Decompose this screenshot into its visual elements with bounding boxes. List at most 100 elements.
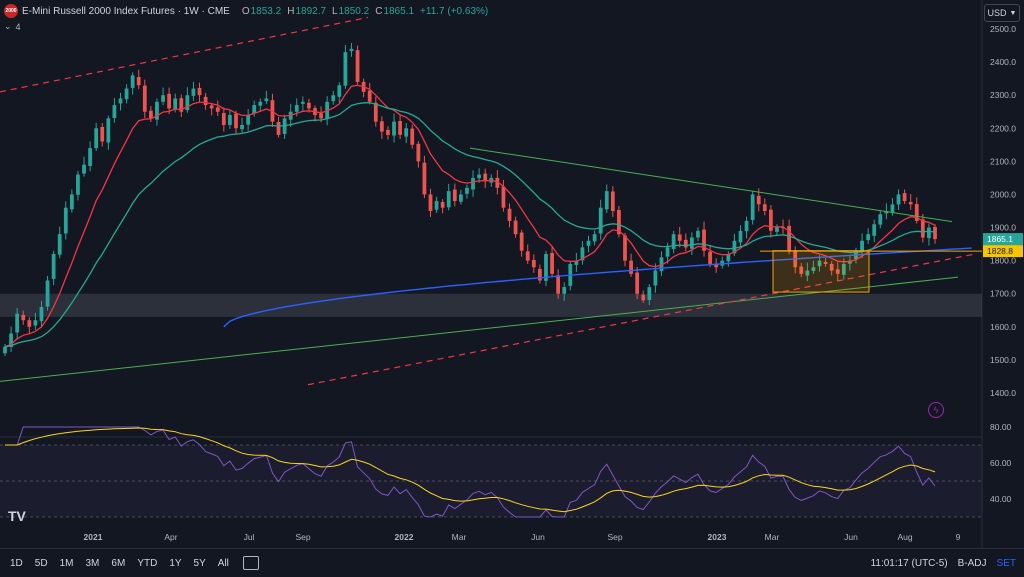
rsi-ma-line: [5, 427, 936, 513]
candle: [367, 90, 372, 102]
range-5d[interactable]: 5D: [34, 557, 48, 569]
close-label: C: [375, 5, 383, 17]
range-1d[interactable]: 1D: [10, 557, 23, 569]
candle: [604, 191, 609, 210]
candle: [94, 128, 99, 149]
candle: [629, 260, 633, 274]
chevron-down-icon[interactable]: ⌄: [4, 21, 12, 31]
y-tick-label: 1800.0: [990, 256, 1016, 266]
clock-time[interactable]: 11:01:17 (UTC-5): [870, 557, 948, 569]
x-tick-label: Apr: [164, 532, 177, 542]
set-button[interactable]: SET: [996, 557, 1016, 569]
y-tick-label: 1500.0: [990, 355, 1016, 365]
x-tick-label: 9: [956, 532, 961, 542]
candle: [294, 105, 299, 112]
range-6m[interactable]: 6M: [111, 557, 126, 569]
candle: [884, 211, 889, 214]
candle: [920, 219, 925, 238]
candle: [446, 191, 451, 208]
range-3m[interactable]: 3M: [85, 557, 100, 569]
high-value: 1892.7: [295, 5, 327, 17]
candle: [544, 254, 548, 281]
symbol-title[interactable]: E-Mini Russell 2000 Index Futures · 1W ·…: [22, 5, 230, 17]
candle: [428, 194, 433, 211]
candle: [398, 120, 402, 135]
sma-long-line: [223, 247, 972, 328]
candle: [829, 263, 834, 271]
candle: [197, 87, 202, 96]
candle: [252, 105, 257, 114]
ema-fast-line: [4, 84, 936, 348]
candle: [148, 110, 153, 119]
symbol-icon[interactable]: 2000: [4, 4, 18, 18]
indicators-toggle[interactable]: ⌄ 4: [4, 21, 21, 32]
candle: [550, 253, 554, 274]
candle: [100, 126, 105, 142]
candle: [677, 234, 682, 241]
candle: [866, 234, 871, 241]
range-5y[interactable]: 5Y: [193, 557, 206, 569]
candle: [775, 227, 779, 232]
ema-mid-line: [4, 102, 936, 348]
candle: [355, 50, 360, 82]
candle: [465, 187, 469, 194]
consolidation-box: [772, 250, 870, 293]
candle: [556, 275, 561, 294]
candle: [63, 207, 68, 234]
candle: [21, 314, 26, 321]
open-value: 1853.2: [250, 5, 282, 17]
rsi-tick-label: 40.00: [990, 494, 1012, 504]
candle: [841, 263, 846, 275]
candle: [155, 101, 159, 120]
candle: [714, 263, 719, 268]
candle: [696, 230, 700, 238]
candle: [240, 124, 244, 130]
channel-upper-line: [0, 16, 369, 93]
candle: [683, 239, 688, 248]
candle: [519, 232, 524, 251]
candle: [57, 234, 62, 255]
candle: [787, 225, 792, 251]
candle: [574, 260, 579, 265]
lightning-icon[interactable]: ϟ: [928, 402, 944, 418]
candle: [635, 272, 640, 294]
candle: [914, 204, 919, 221]
candle: [45, 280, 50, 307]
currency-button[interactable]: USD ▼: [984, 4, 1020, 22]
candle: [495, 177, 500, 188]
range-all[interactable]: All: [217, 557, 229, 569]
level-price-label: 1828.8: [987, 246, 1013, 256]
rsi-line: [5, 426, 936, 518]
support-zone: [0, 293, 982, 317]
candle: [203, 96, 208, 106]
candle: [319, 113, 323, 119]
candle: [3, 346, 7, 354]
candle: [76, 174, 80, 195]
candle: [732, 240, 737, 254]
candle: [33, 320, 38, 326]
candle: [69, 194, 74, 210]
candle: [641, 294, 646, 301]
candle: [167, 93, 172, 109]
tradingview-logo[interactable]: TV: [8, 508, 26, 524]
candle: [927, 227, 931, 239]
candle: [452, 189, 457, 202]
chevron-down-icon: ▼: [1009, 9, 1017, 17]
range-ytd[interactable]: YTD: [137, 557, 158, 569]
range-1y[interactable]: 1Y: [169, 557, 182, 569]
range-1m[interactable]: 1M: [59, 557, 74, 569]
candle: [15, 313, 20, 333]
candle: [835, 269, 840, 274]
candle: [562, 287, 567, 294]
chart-area[interactable]: 2500.0 2400.0 2300.0 2200.0 2100.0 2000.0 1900…: [0, 0, 1024, 548]
candle: [124, 88, 129, 100]
candle: [234, 113, 238, 129]
candle: [477, 174, 482, 179]
candle: [392, 121, 396, 136]
calendar-icon[interactable]: [242, 556, 259, 570]
candle: [598, 207, 603, 234]
candle: [860, 240, 864, 252]
badj-button[interactable]: B-ADJ: [957, 557, 987, 569]
y-tick-label: 2400.0: [990, 57, 1016, 67]
candle: [738, 230, 743, 243]
